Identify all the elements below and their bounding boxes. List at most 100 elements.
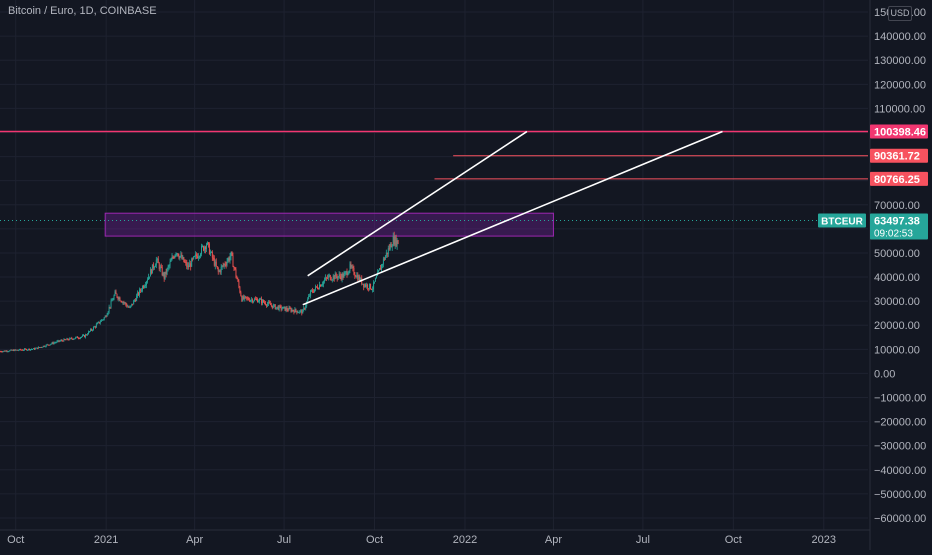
candle-body [296, 311, 297, 313]
candle [200, 253, 201, 258]
candle-body [129, 307, 130, 308]
candle-body [8, 351, 9, 352]
candle-body [130, 306, 131, 307]
candle [226, 262, 227, 269]
candle [83, 334, 84, 336]
candle-body [84, 335, 85, 337]
candle [207, 241, 208, 245]
candle-body [94, 327, 95, 328]
candle-body [304, 308, 305, 309]
candle [26, 349, 27, 351]
candle-body [342, 274, 343, 279]
candle-body [315, 286, 316, 289]
candle [64, 339, 65, 340]
candle-body [27, 350, 28, 351]
candle-body [340, 274, 341, 276]
candle [362, 284, 363, 285]
candle-body [149, 277, 150, 278]
candle-body [354, 274, 355, 276]
candle [124, 302, 125, 305]
candle-body [205, 247, 206, 249]
candle-body [103, 319, 104, 320]
candle [168, 265, 169, 272]
candle-body [45, 346, 46, 347]
candle [178, 254, 179, 260]
candle [190, 261, 191, 271]
candle-body [82, 335, 83, 336]
candle-body [270, 303, 271, 305]
candle [344, 271, 345, 278]
candle [321, 284, 322, 287]
candle [154, 266, 155, 270]
candle-body [387, 253, 388, 254]
candle [215, 259, 216, 269]
candle [332, 279, 333, 283]
candle-body [390, 244, 391, 249]
candle [393, 233, 394, 247]
candle [55, 341, 56, 343]
candle [304, 307, 305, 310]
candle-body [217, 266, 218, 268]
candle-body [357, 275, 358, 280]
currency-button[interactable]: USD [888, 6, 912, 21]
candle [152, 264, 153, 273]
candle [46, 344, 47, 347]
candle-body [257, 299, 258, 302]
candle [60, 339, 61, 341]
candle-body [150, 269, 151, 276]
candle-body [341, 276, 342, 279]
candle [385, 255, 386, 260]
candle-body [238, 281, 239, 286]
candle-body [283, 307, 284, 309]
candle [101, 319, 102, 322]
candle-body [2, 351, 3, 352]
candle [12, 350, 13, 351]
candle [243, 295, 244, 300]
candle [162, 265, 163, 276]
candle-body [52, 342, 53, 343]
candle [350, 261, 351, 268]
candle [182, 255, 183, 260]
candle [140, 288, 141, 293]
candle [327, 275, 328, 280]
candle [180, 251, 181, 258]
candle [47, 344, 48, 346]
candle [233, 252, 234, 267]
candle [24, 348, 25, 351]
candle [237, 278, 238, 282]
candle-body [209, 244, 210, 254]
candle [392, 244, 393, 251]
candle [398, 240, 399, 244]
candle-body [366, 285, 367, 287]
candle-body [203, 246, 204, 250]
price-axis-label: 50000.00 [874, 248, 920, 260]
candle [208, 242, 209, 248]
candle-body [172, 257, 173, 260]
candle [305, 304, 306, 311]
candle-body [75, 337, 76, 338]
candle-body [265, 303, 266, 305]
candle [201, 244, 202, 257]
level-price-tag: 80766.25 [870, 172, 928, 186]
candle [99, 322, 100, 324]
candle-body [59, 340, 60, 341]
candle [123, 301, 124, 305]
time-axis-label: 2021 [94, 534, 118, 546]
candle-body [102, 320, 103, 321]
candle-body [81, 337, 82, 338]
candle-body [347, 271, 348, 275]
candle-body [99, 322, 100, 323]
candle-body [370, 284, 371, 289]
candle [281, 305, 282, 312]
candle [161, 264, 162, 269]
symbol-title: Bitcoin / Euro, 1D, COINBASE [8, 5, 157, 17]
candle [59, 340, 60, 342]
candle-body [9, 350, 10, 351]
candle-body [398, 240, 399, 244]
candle-body [231, 252, 232, 257]
candle [113, 298, 114, 301]
candle [181, 252, 182, 259]
candle-body [40, 347, 41, 348]
